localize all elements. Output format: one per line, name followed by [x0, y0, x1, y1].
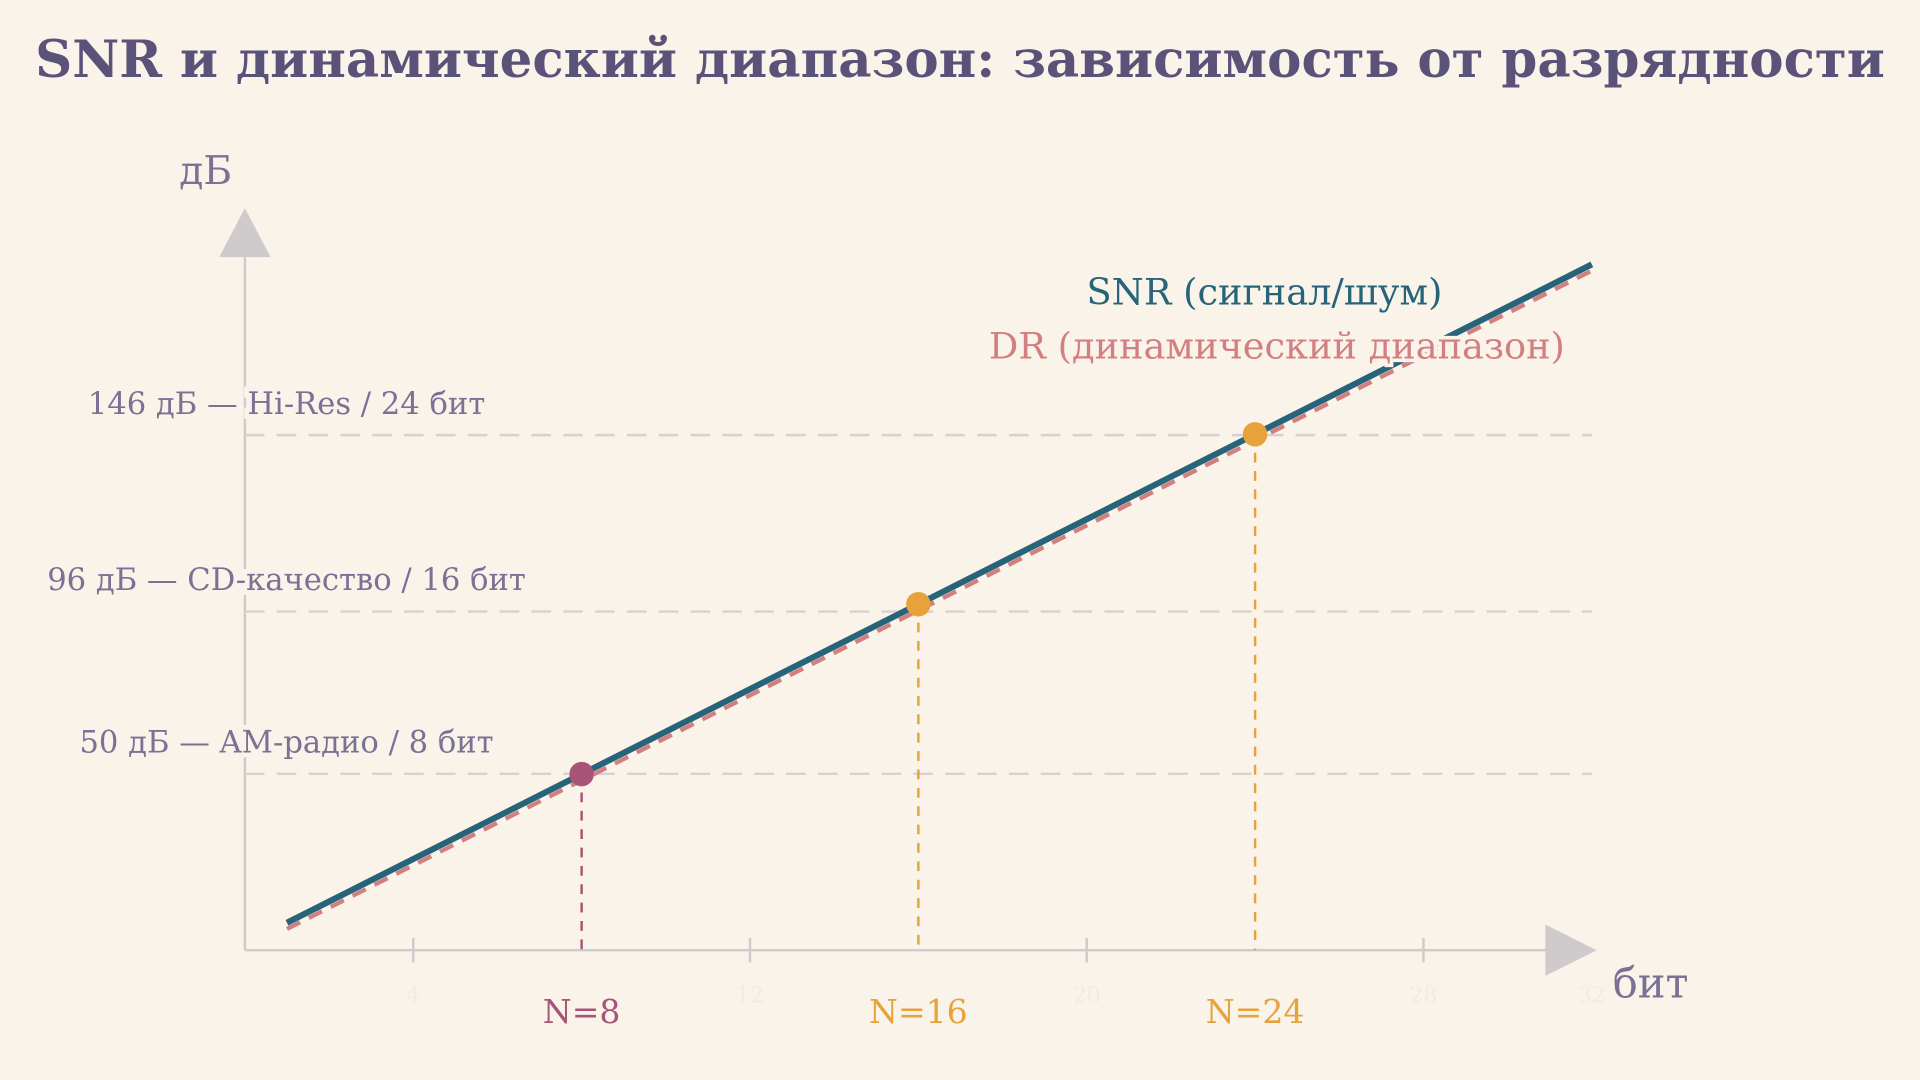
highlight-point	[569, 761, 594, 787]
highlight-label: N=16	[869, 992, 968, 1031]
reference-label: 50 дБ — AM-радио / 8 бит	[79, 725, 493, 760]
reference-label: 146 дБ — Hi-Res / 24 бит	[88, 387, 485, 422]
highlight-label: N=24	[1206, 992, 1305, 1031]
x-tick-label: 4	[406, 984, 420, 1009]
chart-title: SNR и динамический диапазон: зависимость…	[35, 30, 1885, 90]
x-axis-label: бит	[1613, 958, 1689, 1007]
x-tick-label: 20	[1073, 984, 1101, 1009]
x-tick-label: 12	[736, 984, 764, 1009]
highlight-point	[1242, 422, 1268, 447]
series-line	[286, 268, 1593, 931]
reference-label: 96 дБ — CD-качество / 16 бит	[47, 563, 526, 598]
y-axis-label: дБ	[179, 149, 232, 194]
highlight-point	[906, 591, 931, 617]
legend-entry: DR (динамический диапазон)	[989, 324, 1565, 367]
x-tick-label: 28	[1409, 984, 1437, 1009]
x-tick-label: 32	[1578, 984, 1606, 1009]
legend-entry: SNR (сигнал/шум)	[1087, 271, 1443, 314]
highlight-label: N=8	[543, 992, 621, 1031]
y-axis-arrow	[219, 208, 271, 258]
x-axis-arrow	[1545, 924, 1597, 976]
